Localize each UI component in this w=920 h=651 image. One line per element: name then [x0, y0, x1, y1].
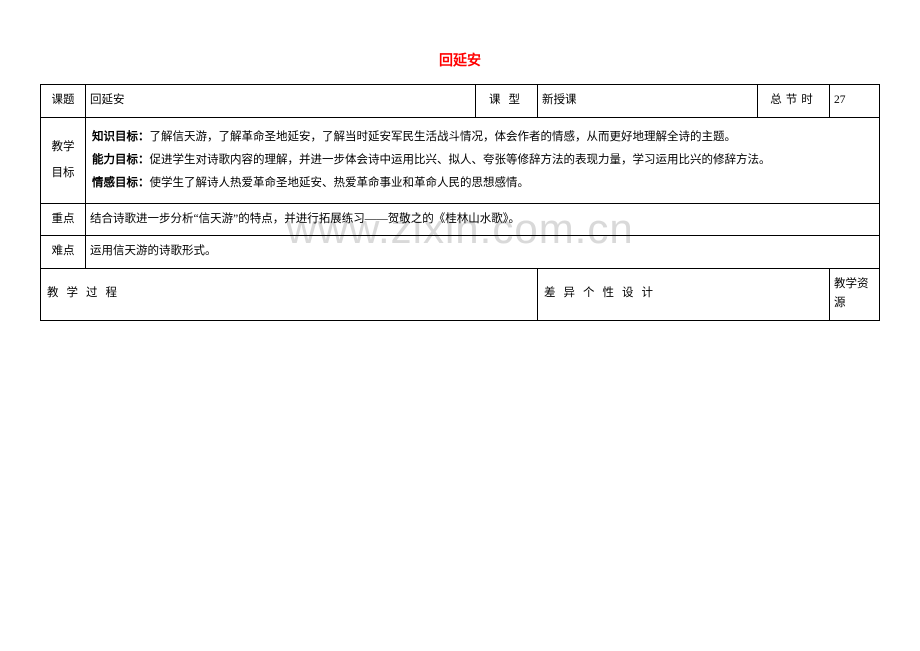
lesson-plan-table: 课题 回延安 课型 新授课 总节时 27 教学 目标 知识目标：了解信天游，了解… — [40, 84, 880, 321]
resources-label: 教学资源 — [830, 268, 880, 320]
course-type-label: 课型 — [476, 85, 538, 118]
process-label: 教学过程 — [41, 268, 538, 320]
page-container: 回延安 课题 回延安 课型 新授课 总节时 27 教学 目标 知识目标 — [0, 0, 920, 321]
goals-content: 知识目标：了解信天游，了解革命圣地延安，了解当时延安军民生活战斗情况，体会作者的… — [86, 117, 880, 203]
focus-label: 重点 — [41, 203, 86, 236]
focus-text: 结合诗歌进一步分析“信天游”的特点，并进行拓展练习——贺敬之的《桂林山水歌》。 — [86, 203, 880, 236]
diff-design-label: 差异个性设计 — [538, 268, 830, 320]
goals-label-line1: 教学 — [45, 134, 81, 160]
emotion-goal-text: 使学生了解诗人热爱革命圣地延安、热爱革命事业和革命人民的思想感情。 — [150, 177, 530, 189]
ability-goal-text: 促进学生对诗歌内容的理解，并进一步体会诗中运用比兴、拟人、夸张等修辞方法的表现力… — [150, 154, 771, 166]
emotion-goal-label: 情感目标： — [92, 177, 150, 189]
knowledge-goal-text: 了解信天游，了解革命圣地延安，了解当时延安军民生活战斗情况，体会作者的情感，从而… — [150, 131, 737, 143]
goals-label: 教学 目标 — [41, 117, 86, 203]
focus-row: 重点 结合诗歌进一步分析“信天游”的特点，并进行拓展练习——贺敬之的《桂林山水歌… — [41, 203, 880, 236]
total-periods-label: 总节时 — [758, 85, 830, 118]
course-type-value: 新授课 — [538, 85, 758, 118]
document-title: 回延安 — [40, 50, 880, 70]
knowledge-goal-label: 知识目标： — [92, 131, 150, 143]
topic-value: 回延安 — [86, 85, 476, 118]
ability-goal-label: 能力目标： — [92, 154, 150, 166]
difficulty-label: 难点 — [41, 236, 86, 269]
total-periods-value: 27 — [830, 85, 880, 118]
header-row: 课题 回延安 课型 新授课 总节时 27 — [41, 85, 880, 118]
process-header-row: 教学过程 差异个性设计 教学资源 — [41, 268, 880, 320]
goals-label-line2: 目标 — [45, 160, 81, 186]
goals-row: 教学 目标 知识目标：了解信天游，了解革命圣地延安，了解当时延安军民生活战斗情况… — [41, 117, 880, 203]
difficulty-row: 难点 运用信天游的诗歌形式。 — [41, 236, 880, 269]
difficulty-text: 运用信天游的诗歌形式。 — [86, 236, 880, 269]
topic-label: 课题 — [41, 85, 86, 118]
